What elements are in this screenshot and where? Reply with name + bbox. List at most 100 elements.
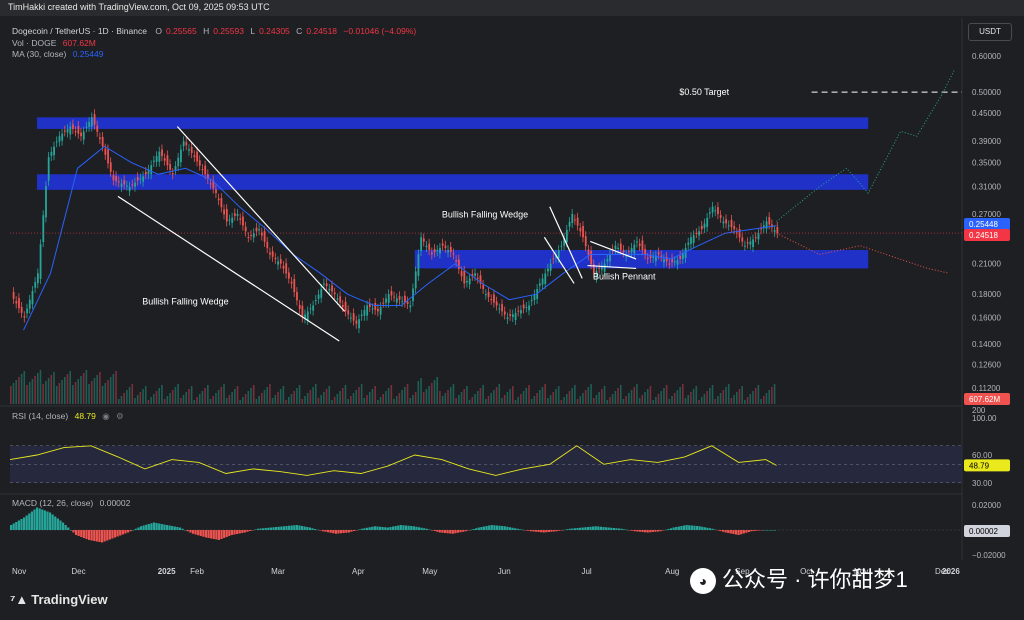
- volume-bar: [625, 396, 627, 404]
- volume-bar: [185, 392, 188, 404]
- volume-bar: [223, 384, 225, 404]
- macd-hist-bar: [223, 530, 226, 538]
- candle-body: [579, 227, 582, 232]
- volume-bar: [412, 395, 414, 404]
- macd-hist-bar: [617, 528, 621, 530]
- macd-hist-bar: [560, 530, 564, 531]
- candle-body: [595, 270, 598, 278]
- macd-hist-bar: [766, 530, 769, 531]
- candle-body: [584, 236, 587, 247]
- volume-bar: [339, 391, 341, 404]
- rsi-tick-label: 100.00: [972, 414, 997, 423]
- candle-body: [587, 249, 590, 256]
- macd-hist-bar: [506, 526, 509, 530]
- macd-hist-bar: [381, 527, 384, 530]
- volume-bar: [90, 381, 93, 404]
- candle-body: [377, 308, 379, 312]
- candle-body: [47, 157, 50, 181]
- volume-bar: [126, 390, 128, 404]
- tradingview-mark-icon: ⁷▲: [10, 592, 29, 607]
- volume-bar: [487, 396, 490, 404]
- volume-bar: [155, 391, 158, 404]
- annotation-wedge-2: Bullish Falling Wedge: [442, 210, 528, 220]
- volume-bar: [347, 399, 349, 404]
- macd-hist-bar: [721, 530, 725, 532]
- volume-tag-bg: [964, 393, 1010, 405]
- candle-body: [695, 233, 698, 235]
- legend-o-label: O: [155, 26, 162, 36]
- volume-bar: [617, 388, 619, 404]
- volume-bar: [333, 397, 336, 404]
- macd-hist-bar: [103, 530, 106, 542]
- candle-body: [72, 124, 74, 129]
- macd-hist-bar: [521, 529, 525, 531]
- eye-icon[interactable]: ◉: [102, 411, 110, 421]
- volume-bar: [290, 394, 293, 404]
- candle-body: [444, 245, 447, 248]
- candle-body: [393, 296, 396, 298]
- macd-hist-bar: [319, 530, 322, 531]
- candle-body: [700, 225, 703, 230]
- volume-bar: [309, 390, 312, 404]
- candle-body: [447, 250, 450, 253]
- candle-body: [287, 272, 290, 279]
- candle-body: [104, 148, 107, 155]
- candle-body: [99, 137, 101, 140]
- candle-body: [252, 233, 255, 238]
- volume-bar: [220, 387, 223, 404]
- candle-body: [360, 314, 363, 316]
- candle-body: [42, 215, 45, 243]
- volume-bar: [417, 381, 420, 404]
- macd-hist-bar: [129, 530, 132, 532]
- volume-bar: [23, 371, 26, 404]
- candle-body: [374, 302, 377, 310]
- volume-bar: [395, 396, 398, 404]
- macd-hist-bar: [529, 530, 532, 532]
- candle-body: [312, 305, 315, 311]
- candle-body: [212, 180, 215, 189]
- price-tick-label: 0.18000: [972, 290, 1001, 299]
- candle-body: [557, 250, 560, 258]
- macd-hist-bar: [755, 530, 758, 531]
- volume-bar: [482, 385, 484, 404]
- volume-bar: [684, 398, 687, 404]
- macd-tick-label: 0.02000: [972, 501, 1001, 510]
- macd-hist-bar: [285, 526, 288, 530]
- volume-bar: [12, 383, 15, 404]
- ma-line: [23, 145, 777, 331]
- candle-body: [673, 261, 676, 263]
- volume-bar: [55, 386, 58, 404]
- macd-hist-bar: [667, 529, 670, 530]
- volume-bar: [525, 388, 528, 404]
- macd-hist-bar: [152, 522, 156, 530]
- volume-bar: [619, 385, 622, 404]
- settings-icon[interactable]: ⚙: [116, 411, 124, 421]
- candle-body: [387, 294, 390, 303]
- candle-body: [657, 252, 660, 255]
- tradingview-brand: TradingView: [31, 592, 108, 607]
- volume-bar: [166, 396, 169, 404]
- macd-hist-bar: [350, 530, 353, 532]
- volume-bar: [101, 386, 104, 404]
- candle-body: [223, 209, 226, 215]
- volume-bar: [655, 397, 657, 404]
- pennant-lower-line: [587, 264, 637, 270]
- currency-button[interactable]: USDT: [968, 23, 1012, 41]
- volume-bar: [258, 396, 260, 404]
- volume-bar: [328, 386, 331, 404]
- volume-bar: [304, 396, 306, 404]
- macd-hist-bar: [680, 526, 683, 530]
- macd-hist-bar: [277, 526, 280, 530]
- candle-body: [193, 155, 196, 158]
- tradingview-logo[interactable]: ⁷▲ TradingView: [10, 592, 108, 607]
- candle-body: [749, 241, 752, 245]
- candle-body: [77, 125, 80, 134]
- wedge2-lower-line: [543, 236, 575, 284]
- candle-body: [417, 254, 420, 276]
- time-axis-label: Aug: [665, 567, 679, 576]
- candle-body: [530, 299, 533, 302]
- macd-hist-bar: [547, 530, 551, 532]
- macd-hist-bar: [87, 530, 91, 540]
- macd-hist-bar: [212, 530, 215, 539]
